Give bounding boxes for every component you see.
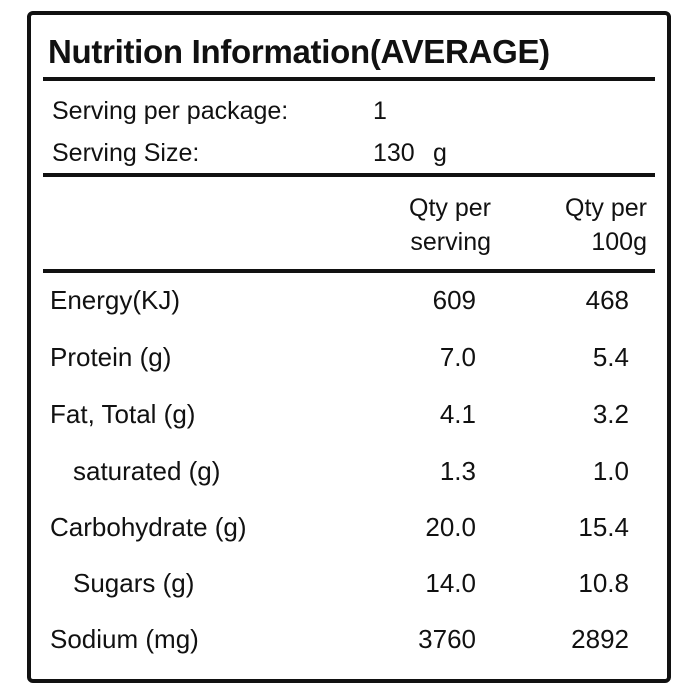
nutrient-per-serving: 609 [432, 285, 476, 315]
nutrient-name: Energy(KJ) [50, 285, 181, 315]
nutrient-per-serving: 20.0 [425, 512, 476, 542]
column-header-per-serving-line1: Qty per [409, 194, 491, 222]
nutrient-per-serving: 14.0 [425, 568, 476, 598]
column-header-per-100g-line1: Qty per [565, 194, 647, 222]
column-header-per-100g-line2: 100g [591, 228, 647, 256]
nutrient-per-100g: 2892 [571, 624, 629, 654]
nutrient-per-serving: 3760 [418, 624, 476, 654]
nutrition-panel: Nutrition Information(AVERAGE) Serving p… [27, 11, 671, 683]
nutrient-per-serving: 1.3 [439, 456, 476, 486]
nutrient-per-100g: 1.0 [592, 456, 629, 486]
nutrient-row-sodium: Sodium (mg) 3760 2892 [31, 624, 667, 660]
nutrient-name: Fat, Total (g) [50, 399, 196, 429]
serving-per-package-value: 1 [373, 97, 387, 125]
serving-size-value: 130 [373, 139, 415, 167]
divider-serving [43, 173, 655, 177]
column-header-per-100g: Qty per 100g [565, 191, 647, 259]
serving-size-unit: g [433, 139, 447, 167]
column-header-per-serving: Qty per serving [409, 191, 491, 259]
nutrient-row-fat-total: Fat, Total (g) 4.1 3.2 [31, 399, 667, 435]
panel-title: Nutrition Information(AVERAGE) [48, 33, 550, 70]
serving-size-label: Serving Size: [52, 139, 200, 167]
nutrient-name: Carbohydrate (g) [50, 512, 247, 542]
nutrient-per-serving: 7.0 [439, 342, 476, 372]
nutrient-row-saturated: saturated (g) 1.3 1.0 [31, 456, 667, 492]
nutrient-row-sugars: Sugars (g) 14.0 10.8 [31, 568, 667, 604]
nutrient-name: Sodium (mg) [50, 624, 199, 654]
nutrient-row-energy: Energy(KJ) 609 468 [31, 285, 667, 321]
serving-per-package-label: Serving per package: [52, 97, 289, 125]
nutrient-per-100g: 3.2 [592, 399, 629, 429]
nutrient-per-100g: 5.4 [592, 342, 629, 372]
nutrient-per-serving: 4.1 [439, 399, 476, 429]
divider-title [43, 77, 655, 81]
nutrient-per-100g: 468 [585, 285, 629, 315]
divider-header [43, 269, 655, 273]
nutrient-name: Protein (g) [50, 342, 172, 372]
column-header-per-serving-line2: serving [410, 228, 491, 256]
nutrient-name: saturated (g) [73, 456, 221, 486]
nutrient-row-carbohydrate: Carbohydrate (g) 20.0 15.4 [31, 512, 667, 548]
nutrient-name: Sugars (g) [73, 568, 195, 598]
nutrient-row-protein: Protein (g) 7.0 5.4 [31, 342, 667, 378]
nutrient-per-100g: 10.8 [578, 568, 629, 598]
nutrient-per-100g: 15.4 [578, 512, 629, 542]
